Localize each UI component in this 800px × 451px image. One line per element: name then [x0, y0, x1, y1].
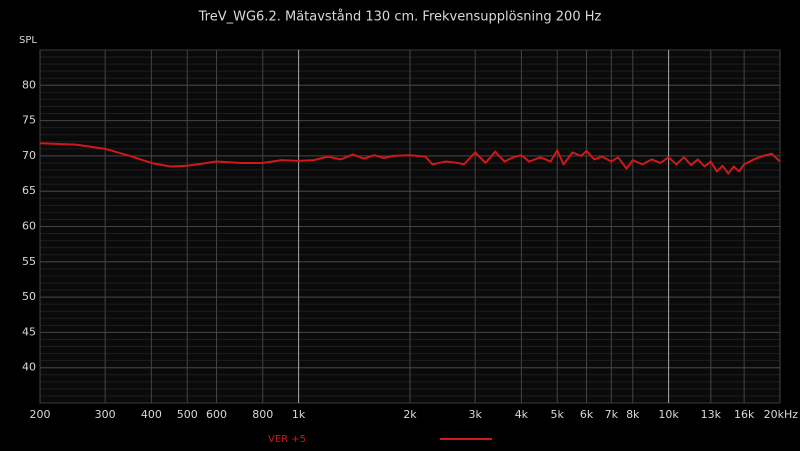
y-tick-label: 55: [22, 255, 36, 268]
x-tick-label: 4k: [515, 408, 529, 421]
x-tick-label: 1k: [292, 408, 306, 421]
x-tick-label: 500: [177, 408, 198, 421]
x-tick-label: 200: [30, 408, 51, 421]
legend-label: VER +5: [268, 434, 306, 445]
data-line: [39, 142, 781, 175]
y-tick-label: 50: [22, 290, 36, 303]
x-tick-label: 2k: [403, 408, 417, 421]
x-tick-label: 13k: [701, 408, 722, 421]
x-tick-label: 16k: [734, 408, 755, 421]
x-tick-label: 20kHz: [764, 408, 799, 421]
y-tick-label: 70: [22, 149, 36, 162]
y-tick-label: 65: [22, 184, 36, 197]
y-tick-label: 80: [22, 78, 36, 91]
chart-title: TreV_WG6.2. Mätavstånd 130 cm. Frekvensu…: [198, 10, 602, 25]
y-axis-label: SPL: [19, 35, 37, 46]
x-tick-label: 600: [206, 408, 227, 421]
x-tick-label: 7k: [605, 408, 619, 421]
x-tick-label: 10k: [658, 408, 679, 421]
x-tick-label: 6k: [580, 408, 594, 421]
y-tick-label: 75: [22, 114, 36, 127]
x-tick-label: 8k: [626, 408, 640, 421]
x-tick-label: 5k: [551, 408, 565, 421]
x-tick-label: 400: [141, 408, 162, 421]
y-tick-label: 40: [22, 361, 36, 374]
x-tick-label: 3k: [468, 408, 482, 421]
x-tick-label: 300: [95, 408, 116, 421]
y-tick-label: 45: [22, 325, 36, 338]
y-tick-label: 60: [22, 220, 36, 233]
x-tick-label: 800: [252, 408, 273, 421]
